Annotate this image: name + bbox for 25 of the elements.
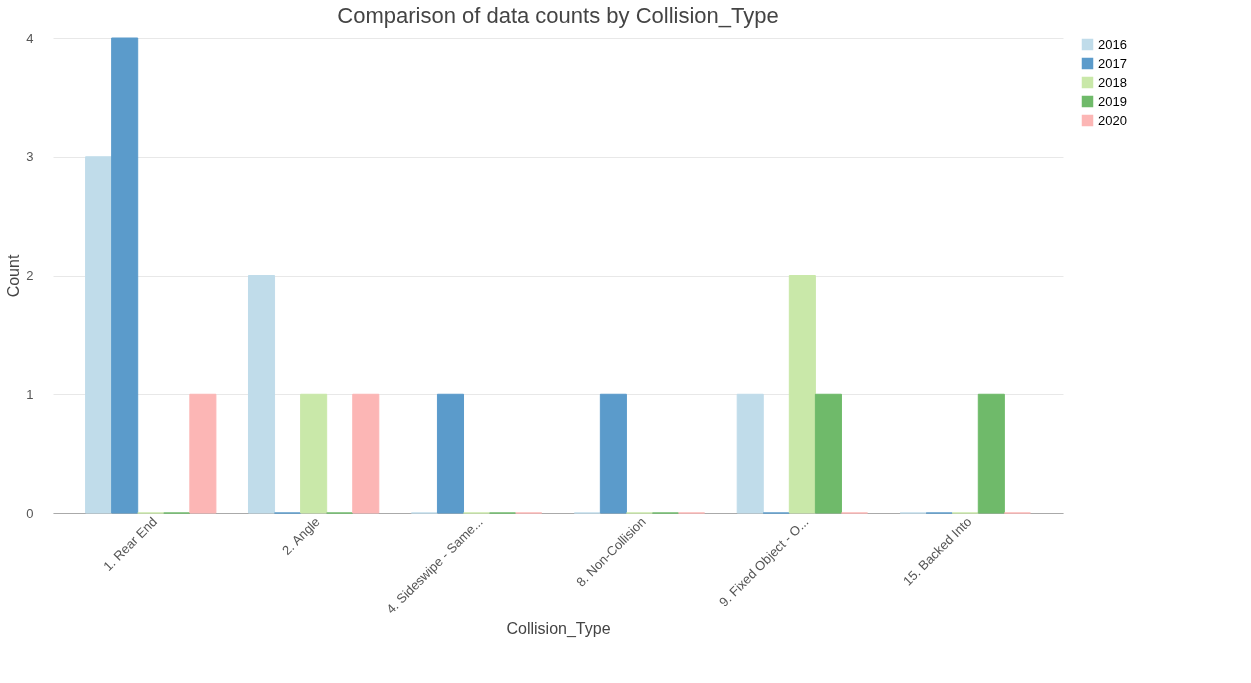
bar	[599, 393, 627, 514]
bar	[352, 393, 380, 514]
y-tick-label: 1	[26, 386, 34, 402]
legend-label: 2017	[1098, 55, 1127, 71]
legend-label: 2020	[1098, 112, 1127, 128]
y-tick-label: 2	[26, 268, 34, 283]
legend-label: 2018	[1098, 74, 1127, 90]
bar	[788, 275, 816, 514]
bar	[300, 393, 328, 514]
bar	[736, 393, 764, 514]
bar	[814, 393, 842, 514]
bar	[111, 37, 139, 514]
y-tick-label: 3	[26, 149, 34, 165]
y-tick-label: 4	[26, 30, 34, 46]
bar	[436, 393, 465, 514]
legend-label: 2016	[1098, 36, 1127, 52]
bar	[977, 393, 1005, 514]
bar	[189, 393, 217, 514]
bar	[85, 156, 113, 514]
y-axis-title: Count	[5, 254, 23, 298]
x-axis-title: Collision_Type	[506, 619, 611, 638]
legend-label: 2019	[1098, 93, 1127, 109]
y-tick-label: 0	[26, 505, 34, 521]
chart-title: Comparison of data counts by Collision_Type	[337, 3, 779, 28]
bar	[247, 275, 276, 514]
